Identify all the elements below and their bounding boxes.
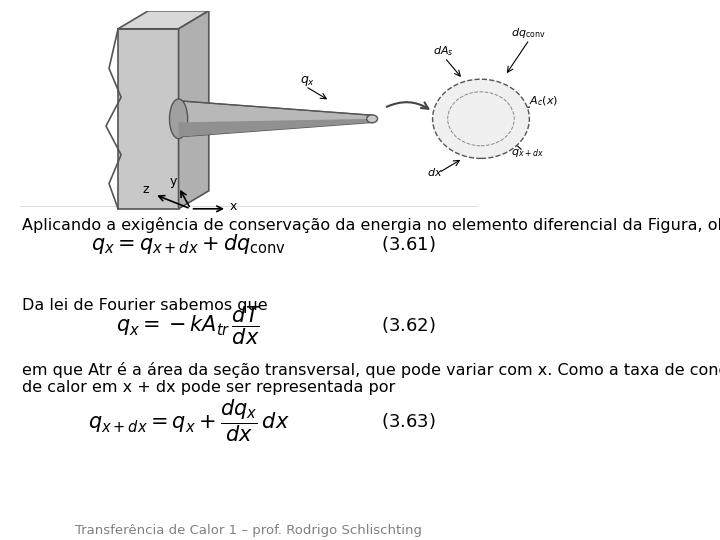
Polygon shape: [179, 101, 372, 137]
Ellipse shape: [169, 99, 188, 139]
Text: y: y: [169, 176, 177, 188]
Text: Transferência de Calor 1 – prof. Rodrigo Schlischting: Transferência de Calor 1 – prof. Rodrigo…: [75, 524, 422, 537]
Polygon shape: [179, 101, 372, 115]
Text: $dx$: $dx$: [426, 166, 442, 178]
Text: $q_{x+dx}$: $q_{x+dx}$: [511, 147, 544, 159]
Polygon shape: [179, 11, 209, 209]
FancyArrowPatch shape: [387, 102, 428, 109]
Text: $dq_{\rm conv}$: $dq_{\rm conv}$: [511, 26, 546, 40]
Polygon shape: [118, 29, 179, 209]
Text: $(3.63)$: $(3.63)$: [381, 411, 435, 431]
Text: Da lei de Fourier sabemos que: Da lei de Fourier sabemos que: [22, 298, 268, 313]
Text: $q_x = q_{x+dx} + dq_{\mathrm{conv}}$: $q_x = q_{x+dx} + dq_{\mathrm{conv}}$: [91, 232, 287, 256]
Text: $A_c(x)$: $A_c(x)$: [529, 94, 559, 108]
Text: $q_{x+dx} = q_x + \dfrac{dq_x}{dx}\,dx$: $q_{x+dx} = q_x + \dfrac{dq_x}{dx}\,dx$: [88, 397, 290, 444]
Ellipse shape: [366, 115, 377, 123]
Text: x: x: [230, 199, 238, 213]
Text: $q_x = -kA_{tr}\,\dfrac{dT}{dx}$: $q_x = -kA_{tr}\,\dfrac{dT}{dx}$: [117, 304, 261, 347]
Text: z: z: [143, 183, 149, 195]
Text: $q_x$: $q_x$: [300, 74, 315, 88]
Text: $(3.61)$: $(3.61)$: [381, 234, 435, 254]
Polygon shape: [179, 119, 372, 137]
Text: $(3.62)$: $(3.62)$: [381, 315, 435, 335]
Text: em que Atr é a área da seção transversal, que pode variar com x. Como a taxa de : em que Atr é a área da seção transversal…: [22, 362, 720, 395]
Text: Aplicando a exigência de conservação da energia no elemento diferencial da Figur: Aplicando a exigência de conservação da …: [22, 217, 720, 233]
Ellipse shape: [433, 79, 529, 158]
Text: $dA_s$: $dA_s$: [433, 44, 453, 58]
Polygon shape: [118, 11, 209, 29]
